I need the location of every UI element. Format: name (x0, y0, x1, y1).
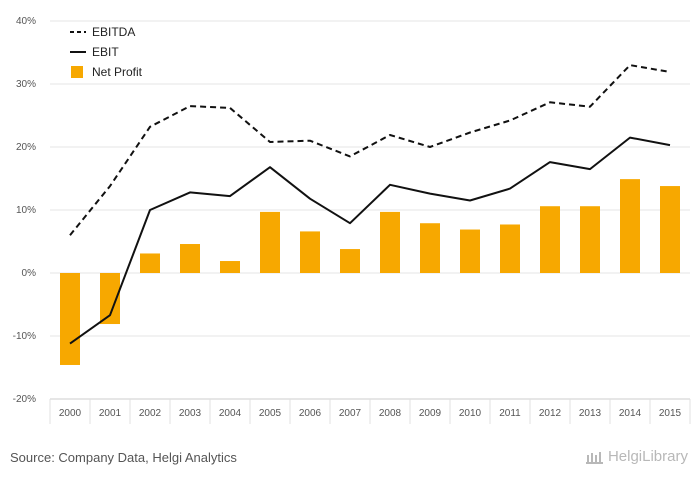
x-tick-label: 2013 (579, 408, 602, 419)
bar (460, 229, 480, 273)
x-tick-label: 2010 (459, 408, 482, 419)
brand-logo[interactable]: HelgiLibrary (585, 448, 688, 465)
x-tick-label: 2003 (179, 408, 202, 419)
x-tick-label: 2002 (139, 408, 162, 419)
chart-svg: -20%-10%0%10%20%30%40% 2000 2001 2002 2003 2… (13, 16, 691, 424)
bar (540, 206, 560, 273)
x-tick-label: 2004 (219, 408, 242, 419)
line-ebit (69, 136, 671, 345)
brand-name: HelgiLibrary (607, 448, 688, 465)
x-tick-label: 2012 (539, 408, 562, 419)
x-tick-label: 2014 (619, 408, 642, 419)
bar (620, 179, 640, 273)
bar (580, 206, 600, 273)
legend-label: EBIT (92, 45, 119, 59)
legend-swatch (71, 66, 83, 78)
x-tick-label: 2015 (659, 408, 682, 419)
x-tick-label: 2009 (419, 408, 442, 419)
bar-series (60, 179, 680, 365)
y-tick-label: 20% (16, 142, 36, 153)
bar (340, 249, 360, 273)
x-tick-label: 2008 (379, 408, 402, 419)
y-tick-label: -20% (13, 394, 36, 405)
bar (660, 186, 680, 273)
x-tick-label: 2001 (99, 408, 122, 419)
bar (300, 231, 320, 273)
legend-label: EBITDA (92, 25, 135, 39)
legend: EBITDA EBIT Net Profit (70, 25, 143, 79)
bar (60, 273, 80, 365)
bar (180, 244, 200, 273)
bar (420, 223, 440, 273)
bar (220, 261, 240, 273)
line-series (69, 64, 671, 345)
x-tick-label: 2005 (259, 408, 282, 419)
y-axis: -20% -10% 0% 10% 20% 30% 40% (13, 16, 36, 405)
bar (260, 211, 280, 273)
legend-label: Net Profit (92, 65, 143, 79)
x-tick-label: 2011 (499, 408, 521, 419)
bar (500, 224, 520, 273)
y-tick-label: 30% (16, 79, 36, 90)
library-icon (585, 451, 603, 464)
bar (140, 253, 160, 273)
y-tick-label: 0% (22, 268, 37, 279)
line-ebitda (69, 64, 671, 236)
bar (380, 211, 400, 273)
x-tick-label: 2007 (339, 408, 362, 419)
x-tick-label: 2006 (299, 408, 322, 419)
y-tick-label: 40% (16, 16, 36, 27)
y-tick-label: 10% (16, 205, 36, 216)
x-axis: 2000 2001 2002 2003 2004 2005 2006 2007 2008 2009… (49, 398, 691, 424)
y-tick-label: -10% (13, 331, 36, 342)
bar (100, 273, 120, 325)
x-tick-label: 2000 (59, 408, 82, 419)
source-note: Source: Company Data, Helgi Analytics (10, 450, 237, 465)
